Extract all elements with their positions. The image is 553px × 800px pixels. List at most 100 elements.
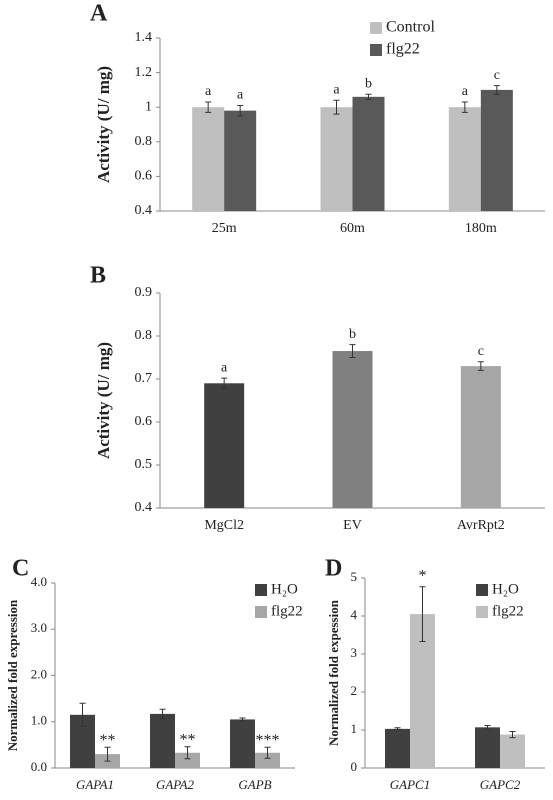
bar: [230, 719, 255, 768]
y-tick-label: 1: [351, 721, 358, 736]
error-bar: [221, 377, 228, 389]
error-bar: [461, 101, 468, 113]
error-bar: [205, 101, 212, 113]
y-tick-label: 0.6: [135, 414, 153, 429]
y-tick-label: 5: [351, 569, 358, 584]
y-tick-label: 0: [351, 759, 358, 774]
y-tick-label: 0.0: [31, 759, 47, 774]
y-tick-label: 0.5: [135, 457, 153, 472]
y-tick-label: 0.8: [135, 134, 153, 149]
error-bar: [477, 361, 484, 371]
legend-label: flg22: [492, 603, 524, 619]
x-tick-label: AvrRpt2: [457, 518, 505, 533]
y-tick-label: 4.0: [31, 574, 47, 589]
legend-label: Control: [386, 19, 435, 36]
error-bar: [264, 746, 271, 759]
y-tick-label: 0.7: [135, 371, 153, 386]
bar: [475, 727, 500, 768]
bar: [500, 734, 525, 768]
bar-annotation: **: [180, 731, 196, 748]
error-bar: [509, 731, 516, 739]
x-tick-label: GAPC1: [390, 777, 430, 792]
bar-annotation: **: [100, 732, 116, 749]
bar: [460, 366, 501, 508]
bar: [385, 728, 410, 768]
y-tick-label: 1: [145, 99, 152, 114]
legend-label: H₂O: [271, 581, 298, 597]
y-tick-label: 0.6: [135, 169, 153, 184]
y-tick-label: 0.4: [135, 500, 153, 515]
bar-annotation: c: [494, 68, 500, 83]
error-bar: [104, 746, 111, 762]
error-bar: [237, 104, 244, 117]
bar: [204, 383, 245, 508]
y-tick-label: 0.9: [135, 285, 153, 300]
legend-label: flg22: [386, 41, 420, 58]
panel-label: D: [325, 556, 342, 582]
x-tick-label: GAPA2: [156, 777, 195, 792]
x-tick-label: GAPA1: [76, 777, 114, 792]
bar: [352, 96, 385, 211]
bar: [224, 110, 257, 211]
x-tick-label: MgCl2: [204, 518, 244, 533]
bar-annotation: a: [462, 84, 469, 99]
panel-label: C: [12, 556, 29, 582]
y-tick-label: 2: [351, 683, 358, 698]
legend-swatch: [476, 584, 488, 596]
bar-annotation: *: [419, 567, 427, 584]
legend-label: flg22: [271, 603, 303, 619]
bar: [192, 107, 225, 211]
bar-annotation: a: [237, 88, 244, 103]
y-tick-label: 4: [351, 607, 358, 622]
legend-swatch: [370, 22, 382, 34]
error-bar: [493, 85, 500, 95]
error-bar: [159, 708, 166, 720]
y-tick-label: 3.0: [31, 620, 47, 635]
y-axis-label: Normalized fold expession: [326, 599, 341, 746]
y-tick-label: 2.0: [31, 666, 47, 681]
bar: [255, 752, 280, 768]
y-tick-label: 1.0: [31, 713, 47, 728]
error-bar: [394, 727, 401, 731]
error-bar: [333, 99, 340, 115]
bar: [150, 713, 175, 768]
bar-annotation: a: [205, 84, 212, 99]
panel-label: A: [90, 1, 108, 27]
bar-annotation: c: [478, 344, 484, 359]
y-axis-label: Normalized fold expression: [5, 599, 20, 751]
error-bar: [184, 746, 191, 760]
error-bar: [419, 586, 426, 642]
bar: [332, 351, 373, 508]
bar-annotation: b: [365, 76, 372, 91]
legend-label: H₂O: [492, 581, 519, 597]
error-bar: [79, 702, 86, 727]
y-tick-label: 3: [351, 645, 358, 660]
legend-swatch: [476, 606, 488, 618]
bar: [448, 107, 481, 211]
bar: [175, 752, 200, 768]
bar-annotation: b: [349, 327, 356, 342]
error-bar: [365, 93, 372, 100]
legend-swatch: [255, 606, 267, 618]
error-bar: [349, 344, 356, 358]
bar-annotation: ***: [256, 732, 280, 749]
legend-swatch: [255, 584, 267, 596]
error-bar: [239, 717, 246, 722]
x-tick-label: 25m: [212, 221, 237, 236]
x-tick-label: 180m: [465, 221, 497, 236]
bar: [320, 107, 353, 211]
bar: [480, 89, 513, 211]
y-tick-label: 1.2: [135, 65, 153, 80]
panel-label: B: [90, 263, 106, 289]
y-tick-label: 1.4: [135, 30, 153, 45]
y-tick-label: 0.4: [135, 203, 153, 218]
bar-annotation: a: [333, 82, 340, 97]
y-tick-label: 0.8: [135, 328, 153, 343]
y-axis-label: Activity (U/ mg): [94, 342, 113, 459]
x-tick-label: GAPB: [238, 777, 271, 792]
y-axis-label: Activity (U/ mg): [94, 66, 113, 183]
x-tick-label: GAPC2: [480, 777, 521, 792]
error-bar: [484, 724, 491, 730]
x-tick-label: EV: [343, 518, 362, 533]
